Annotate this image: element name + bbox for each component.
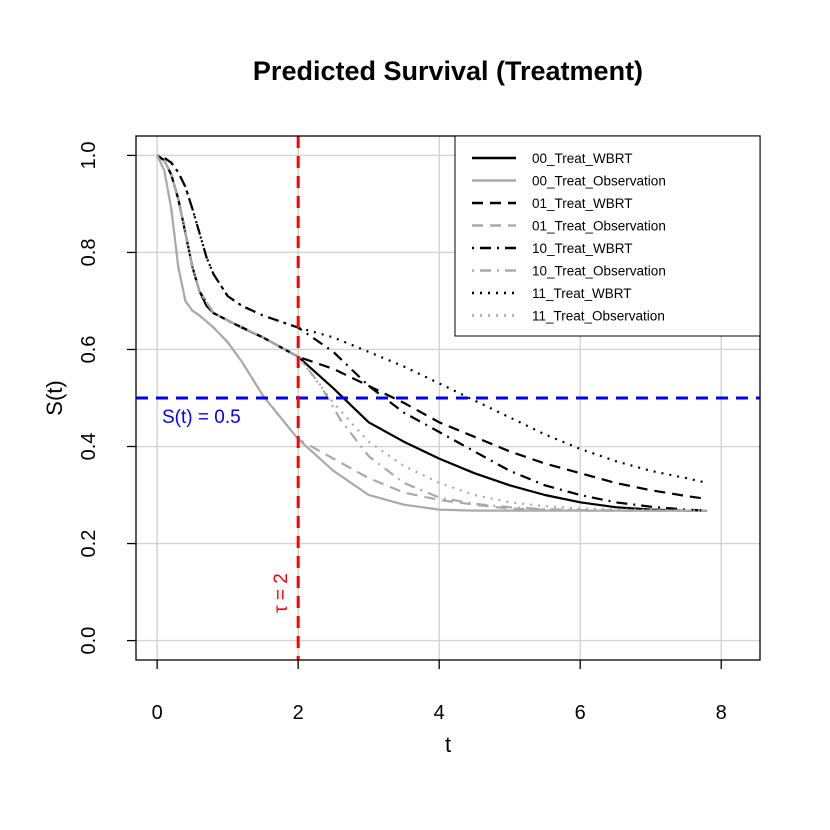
series-line-10_Treat_Observation [156, 154, 708, 512]
legend-label-10_Treat_Observation: 10_Treat_Observation [532, 264, 666, 279]
x-tick-label-2: 4 [434, 702, 445, 724]
legend-label-01_Treat_Observation: 01_Treat_Observation [532, 219, 666, 234]
series-line-01_Treat_Observation [156, 154, 708, 512]
x-tick-label-1: 2 [293, 702, 304, 724]
legend-label-10_Treat_WBRT: 10_Treat_WBRT [532, 241, 633, 256]
legend-label-11_Treat_Observation: 11_Treat_Observation [532, 309, 665, 324]
y-tick-label-4: 0.8 [78, 239, 100, 267]
x-tick-label-0: 0 [152, 702, 163, 724]
x-tick-label-4: 8 [716, 702, 727, 724]
y-tick-label-1: 0.2 [78, 530, 100, 558]
legend-label-00_Treat_Observation: 00_Treat_Observation [532, 174, 666, 189]
y-tick-label-2: 0.4 [78, 433, 100, 461]
legend-label-00_Treat_WBRT: 00_Treat_WBRT [532, 151, 633, 166]
legend-box [454, 135, 761, 337]
legend-label-01_Treat_WBRT: 01_Treat_WBRT [532, 196, 633, 211]
x-tick-label-3: 6 [575, 702, 586, 724]
y-tick-label-3: 0.6 [78, 336, 100, 364]
x-axis-label: t [445, 732, 451, 757]
vline-label: τ = 2 [271, 573, 292, 613]
legend: 00_Treat_WBRT 00_Treat_Observation 01_Trea… [454, 135, 761, 337]
axes: 0 2 4 6 8 0.0 0.2 0.4 0.6 0.8 1.0 [78, 142, 727, 724]
y-tick-label-0: 0.0 [78, 627, 100, 655]
y-tick-label-5: 1.0 [78, 142, 100, 170]
plot-frame [135, 135, 761, 661]
y-axis-label: S(t) [42, 380, 67, 415]
hline-label: S(t) = 0.5 [162, 407, 241, 428]
chart-title: Predicted Survival (Treatment) [253, 56, 643, 86]
reference-lines [136, 136, 760, 660]
legend-label-11_Treat_WBRT: 11_Treat_WBRT [532, 286, 632, 301]
